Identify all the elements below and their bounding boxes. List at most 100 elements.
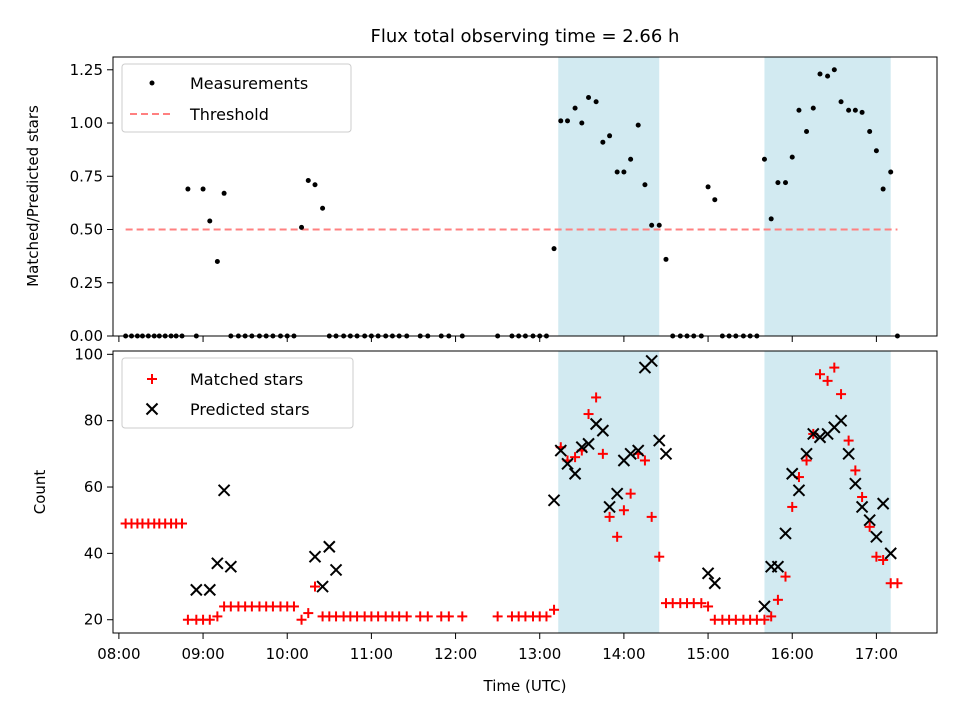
measurement-point — [663, 256, 669, 262]
legend-measurements-label: Measurements — [190, 74, 308, 93]
predicted-point — [631, 444, 645, 457]
measurement-point — [642, 182, 648, 188]
matched-point — [597, 448, 608, 459]
count-panel: 20 40 60 80 100 08:00 09:00 10:00 11:00 12:00 13:… — [31, 345, 938, 695]
matched-point — [871, 551, 882, 562]
matched-point — [303, 608, 314, 619]
matched-point — [618, 505, 629, 516]
observing-window-shading-bottom — [558, 351, 891, 633]
top-y-tick-label-0: 0.00 — [70, 327, 103, 345]
measurement-point — [838, 99, 844, 105]
predicted-point — [876, 497, 890, 510]
matched-point — [310, 581, 321, 592]
matched-point — [829, 362, 840, 373]
measurement-point — [572, 105, 578, 111]
matched-point — [843, 435, 854, 446]
matched-point — [703, 601, 714, 612]
matched-point — [850, 465, 861, 476]
measurement-point — [888, 169, 894, 175]
matched-point — [625, 488, 636, 499]
predicted-point — [849, 477, 862, 490]
predicted-point — [758, 600, 771, 613]
measurement-point — [817, 71, 823, 77]
matched-points — [120, 362, 903, 625]
legend-measurements-marker — [149, 80, 155, 86]
predicted-point — [316, 580, 329, 593]
matched-point — [857, 491, 868, 502]
matched-point — [787, 501, 798, 512]
top-y-tick-label-4: 1.00 — [70, 114, 103, 132]
x-tick-label-9: 17:00 — [855, 645, 898, 663]
measurement-point — [565, 118, 571, 124]
matched-point — [401, 611, 412, 622]
measurement-point — [782, 180, 788, 186]
predicted-point — [792, 484, 806, 497]
predicted-point — [659, 447, 673, 461]
measurement-point — [305, 178, 311, 184]
legend-predicted-symbol — [145, 402, 159, 416]
matched-point — [639, 455, 650, 466]
predicted-point — [217, 484, 231, 497]
top-legend: Measurements Threshold — [121, 63, 352, 133]
measurement-point — [880, 186, 886, 192]
measurement-point — [207, 218, 213, 224]
bottom-legend: Matched stars Predicted stars — [121, 357, 354, 429]
measurement-point — [867, 129, 873, 135]
measurement-point — [299, 224, 305, 230]
top-y-ticks: 0.00 0.25 0.50 0.75 1.00 1.25 — [70, 61, 113, 345]
predicted-point — [645, 354, 658, 368]
measurement-point — [607, 133, 613, 139]
measurement-point — [621, 169, 627, 175]
predicted-point — [224, 560, 238, 573]
matched-point — [422, 611, 433, 622]
predicted-point — [547, 494, 561, 507]
ratio-panel: 0.00 0.25 0.50 0.75 1.00 1.25 Matched/Predict… — [24, 56, 938, 345]
predicted-point — [708, 577, 722, 590]
top-y-tick-label-3: 0.75 — [70, 167, 103, 185]
matched-point — [654, 551, 665, 562]
top-shade-0 — [558, 57, 660, 336]
matched-point — [780, 571, 791, 582]
legend-threshold-label: Threshold — [189, 105, 269, 124]
measurement-point — [775, 180, 781, 186]
top-y-axis-label: Matched/Predicted stars — [24, 105, 42, 287]
measurement-point — [804, 129, 810, 135]
legend-predicted-marker — [145, 402, 159, 416]
predicted-point — [211, 557, 224, 570]
predicted-point — [786, 467, 799, 480]
bottom-shade-0 — [558, 351, 660, 633]
measurement-point — [852, 107, 858, 113]
measurement-point — [320, 205, 326, 211]
matched-point — [836, 389, 847, 400]
measurement-point — [600, 139, 606, 145]
legend-matched-symbol — [147, 374, 157, 384]
measurement-point — [712, 197, 718, 203]
bottom-y-tick-label-0: 20 — [84, 611, 103, 629]
bottom-y-tick-label-3: 80 — [84, 412, 103, 430]
measurement-point — [649, 222, 655, 228]
predicted-point — [842, 447, 855, 461]
predicted-point — [596, 424, 610, 437]
matched-point — [801, 455, 812, 466]
top-legend-box — [121, 63, 352, 133]
matched-point — [177, 518, 188, 529]
matched-point — [878, 555, 889, 566]
predicted-point — [190, 583, 203, 597]
top-x-ticks — [118, 336, 877, 342]
predicted-point — [323, 540, 336, 553]
matched-point — [604, 511, 615, 522]
matched-point — [549, 604, 560, 615]
matched-point — [591, 392, 602, 403]
predicted-point — [329, 563, 343, 577]
predicted-point — [855, 500, 869, 514]
measurement-point — [859, 109, 865, 115]
matched-point — [492, 611, 503, 622]
measurement-point — [635, 122, 641, 128]
legend-matched-marker — [147, 374, 157, 384]
matched-point — [759, 614, 770, 625]
top-y-tick-label-1: 0.25 — [70, 274, 103, 292]
legend-matched-label: Matched stars — [190, 370, 303, 389]
x-tick-label-8: 16:00 — [771, 645, 814, 663]
measurement-point — [593, 99, 599, 105]
x-tick-label-0: 08:00 — [97, 645, 140, 663]
